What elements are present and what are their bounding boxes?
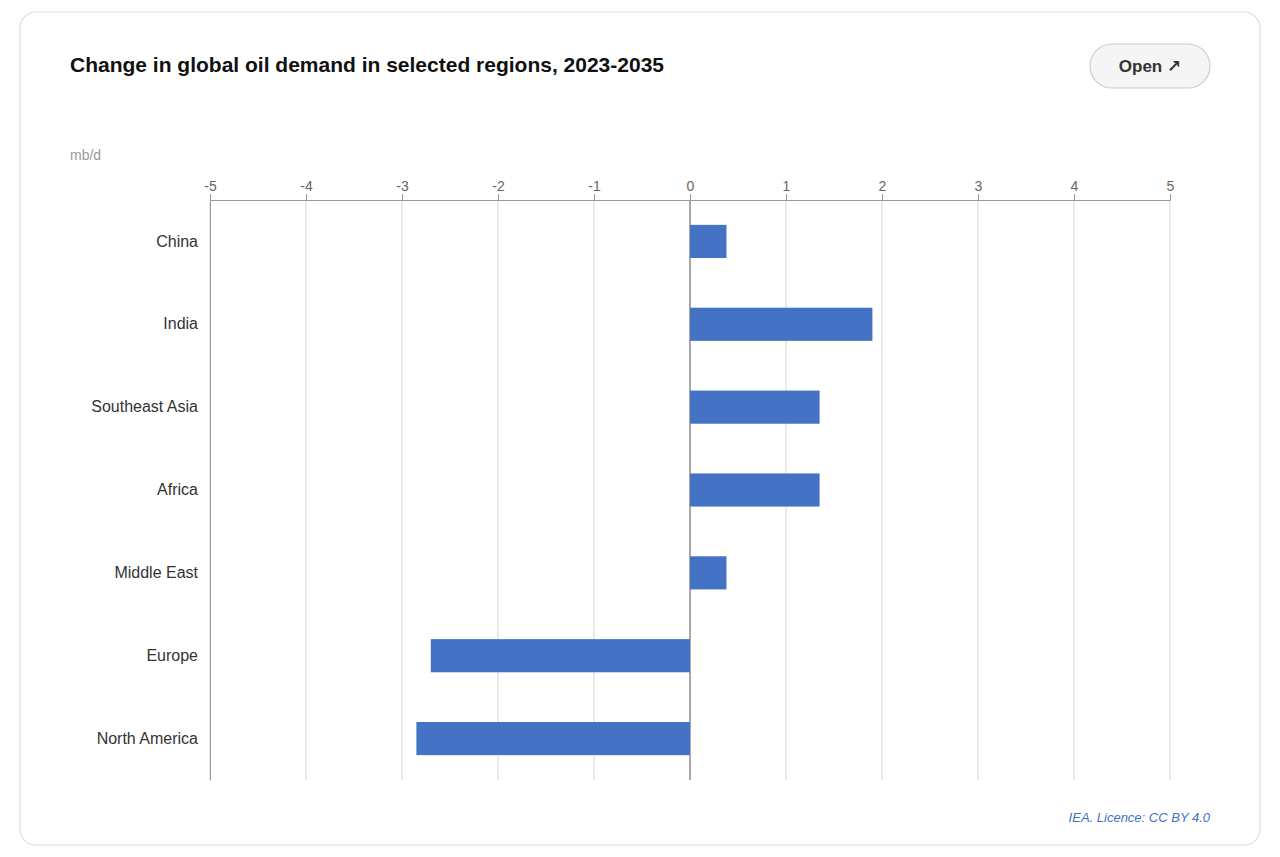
grid-line [882, 200, 883, 780]
tick: -4 [300, 178, 313, 200]
x-axis: -5 -4 -3 -2 -1 0 1 2 3 4 5 [204, 178, 1174, 201]
tick-mark [1170, 194, 1171, 200]
card [20, 12, 1260, 845]
tick-mark [978, 194, 979, 200]
tick-mark [786, 194, 787, 200]
tick: Africa [157, 481, 210, 498]
tick: -3 [396, 178, 409, 200]
open-badge: Open ↗ [1090, 44, 1210, 88]
tick-mark [1074, 194, 1075, 200]
axis-label: mb/d [70, 147, 101, 163]
bar [690, 556, 726, 589]
open-label: Open ↗ [1119, 57, 1181, 76]
bar [690, 473, 820, 506]
tick: 1 [783, 178, 791, 200]
tick-label: 4 [1071, 178, 1079, 194]
tick-label: -1 [588, 178, 601, 194]
tick-label: India [163, 315, 198, 332]
tick-label: -2 [492, 178, 505, 194]
bar [431, 639, 690, 672]
tick-mark [306, 194, 307, 200]
tick-mark [882, 194, 883, 200]
grid-line [402, 200, 403, 780]
bars [416, 225, 872, 755]
grid-line [1074, 200, 1075, 780]
tick: 0 [687, 178, 695, 200]
grid-line [306, 200, 307, 780]
y-axis: China India Southeast Asia Africa Middle Eas… [91, 201, 210, 781]
tick-mark [690, 194, 691, 200]
tick-label: Europe [146, 647, 198, 664]
grid-line [210, 200, 211, 780]
tick-mark [594, 194, 595, 200]
tick-label: China [156, 233, 198, 250]
title: Change in global oil demand in selected … [70, 53, 664, 76]
tick: -2 [492, 178, 505, 200]
tick-label: -3 [396, 178, 409, 194]
open-badge-background [1090, 44, 1210, 88]
tick: 5 [1167, 178, 1175, 200]
tick: Europe [146, 647, 210, 664]
tick-label: 0 [687, 178, 695, 194]
grid-line [978, 200, 979, 780]
tick: Middle East [114, 564, 210, 581]
tick-label: -4 [300, 178, 313, 194]
axis-line [210, 201, 211, 781]
tick-label: 3 [975, 178, 983, 194]
tick-label: 2 [879, 178, 887, 194]
tick-label: -5 [204, 178, 217, 194]
tick-label: Africa [157, 481, 198, 498]
source: IEA. Licence: CC BY 4.0 [1069, 810, 1211, 825]
axis-line [211, 200, 1171, 201]
tick: -5 [204, 178, 217, 200]
tick: 4 [1071, 178, 1079, 200]
bar [690, 308, 872, 341]
chart: Change in global oil demand in selected … [0, 0, 1280, 857]
tick: -1 [588, 178, 601, 200]
tick: Southeast Asia [91, 398, 210, 415]
tick-mark [210, 194, 211, 200]
bar [416, 722, 690, 755]
tick: India [163, 315, 210, 332]
grid-line [498, 200, 499, 780]
tick-label: North America [97, 730, 198, 747]
bar [690, 391, 820, 424]
tick-label: 5 [1167, 178, 1175, 194]
tick-label: 1 [783, 178, 791, 194]
bar [690, 225, 726, 258]
tick: North America [97, 730, 210, 747]
tick: China [156, 233, 210, 250]
grid-line [594, 200, 595, 780]
grid-line [1170, 200, 1171, 780]
tick-label: Middle East [114, 564, 198, 581]
tick: 2 [879, 178, 887, 200]
tick-mark [402, 194, 403, 200]
grid [210, 200, 1170, 780]
tick: 3 [975, 178, 983, 200]
tick-mark [498, 194, 499, 200]
tick-label: Southeast Asia [91, 398, 198, 415]
